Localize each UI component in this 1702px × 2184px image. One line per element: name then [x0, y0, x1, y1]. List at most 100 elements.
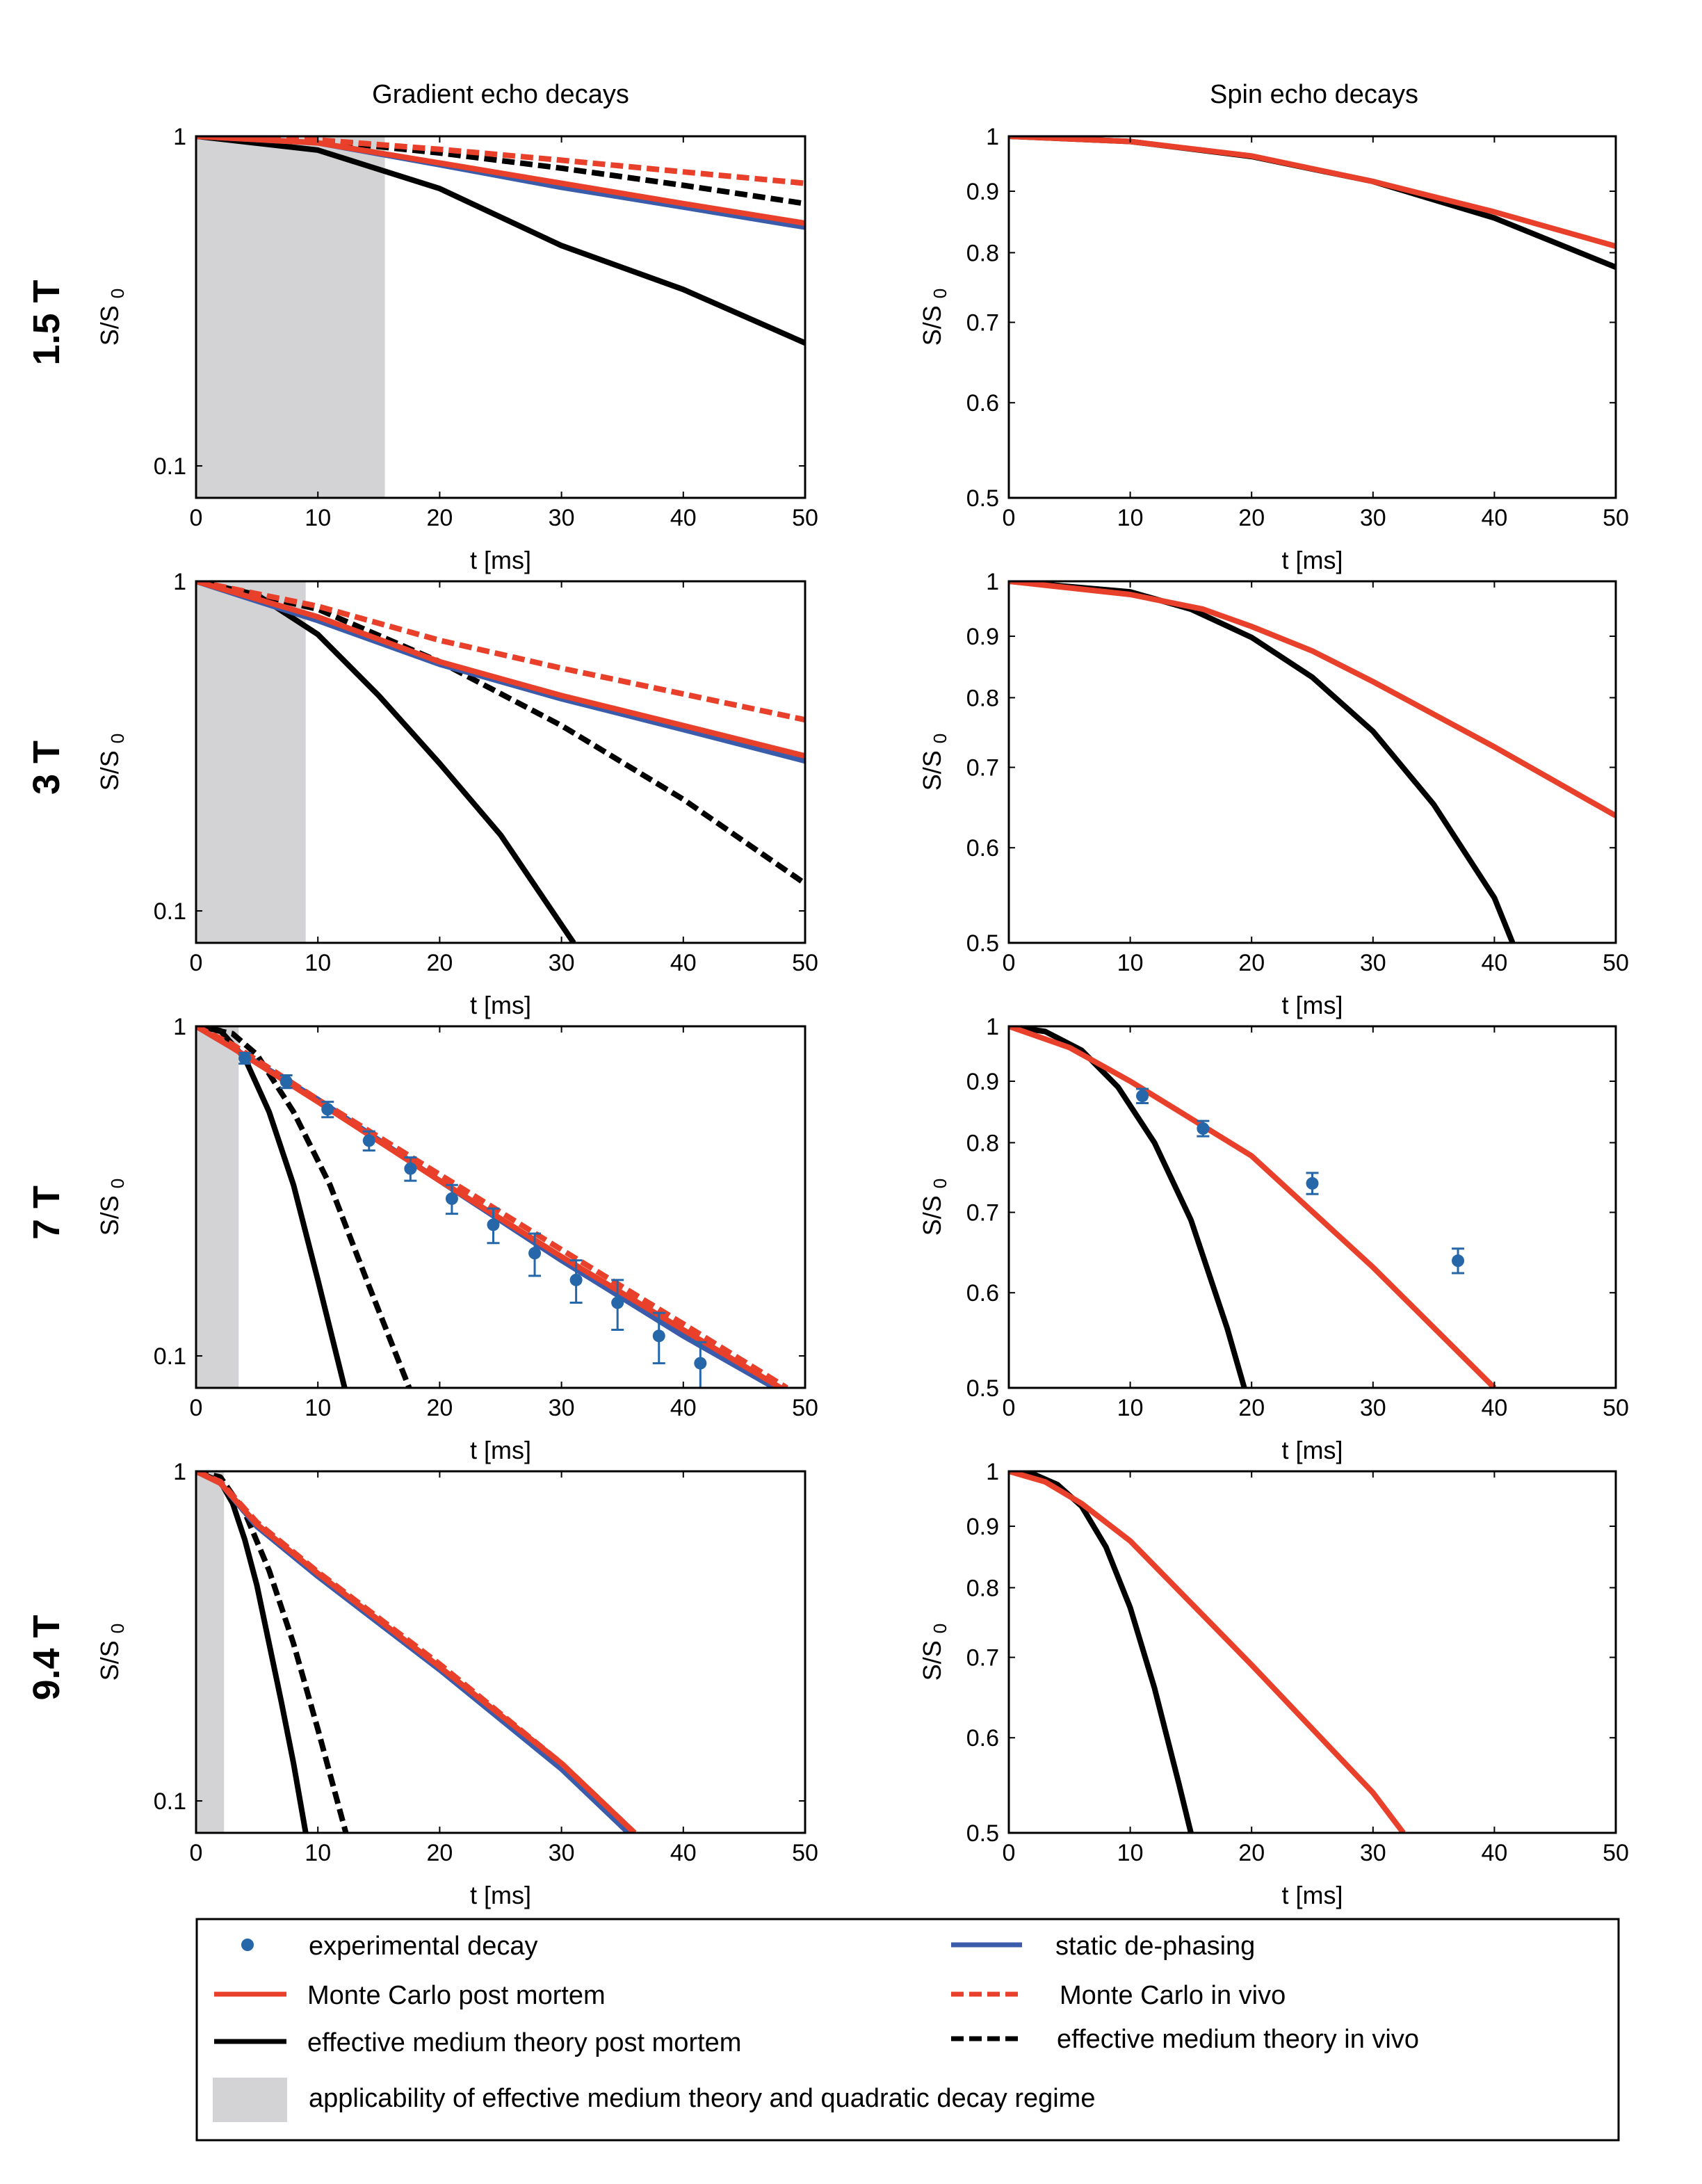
series-effective-medium-theory-post-mortem: [1009, 136, 1616, 270]
x-tick-label: 20: [426, 1395, 453, 1421]
y-tick-label: 0.8: [966, 1575, 999, 1601]
legend-emt-in-vivo-label: effective medium theory in vivo: [1057, 2025, 1419, 2054]
panel-6-frame: [195, 1470, 807, 1834]
x-tick-label: 40: [670, 1395, 697, 1421]
y-tick-label: 0.9: [966, 1514, 999, 1540]
y-tick-label: 0.5: [966, 485, 999, 512]
y-tick-label: 0.7: [966, 310, 999, 337]
row-label-7t: 7 T: [26, 1186, 67, 1240]
x-tick-label: 0: [1003, 1395, 1016, 1421]
y-axis-label: S/S 0: [95, 734, 128, 791]
y-tick-label: 0.9: [966, 1069, 999, 1095]
row-label-9-4t: 9.4 T: [26, 1615, 67, 1700]
panel-7: 0 10 20 30 40 50 1 0.9 0.8 0.7 0.6 0.5 t [ms] S/S 0: [918, 1459, 1629, 1909]
legend-applicability-label: applicability of effective medium theory…: [309, 2084, 1095, 2113]
panel-2-frame: [195, 580, 807, 944]
x-tick-label: 50: [792, 1395, 818, 1421]
x-tick-label: 20: [1238, 1840, 1265, 1866]
series-effective-medium-theory-post-mortem: [196, 136, 805, 346]
experimental-point: [652, 1329, 665, 1343]
series-monte-carlo-post-mortem: [1009, 1026, 1497, 1388]
x-tick-label: 10: [1117, 950, 1144, 976]
x-tick-label: 20: [426, 950, 453, 976]
series-monte-carlo-in-vivo: [196, 136, 805, 186]
x-tick-label: 40: [670, 1840, 697, 1866]
y-axis-label: S/S 0: [918, 1624, 950, 1681]
series-effective-medium-theory-in-vivo: [196, 1471, 349, 1833]
x-tick-label: 40: [1481, 1395, 1507, 1421]
series-monte-carlo-post-mortem: [196, 581, 805, 759]
y-axis-label-subscript: 0: [107, 1179, 128, 1188]
applicability-region: [196, 581, 306, 943]
experimental-point: [238, 1051, 252, 1065]
x-tick-label: 50: [1603, 1395, 1629, 1421]
experimental-point: [279, 1075, 293, 1088]
panel-4-plot-area: [196, 1026, 788, 1388]
x-tick-label: 50: [1603, 1840, 1629, 1866]
x-tick-label: 40: [670, 950, 697, 976]
y-axis-label: S/S 0: [918, 1179, 950, 1236]
experimental-point: [1452, 1254, 1465, 1268]
legend-experimental-label: experimental decay: [309, 1932, 538, 1961]
y-tick-label: 0.9: [966, 179, 999, 205]
y-tick-label: 0.7: [966, 755, 999, 782]
y-axis-label: S/S 0: [95, 1624, 128, 1681]
y-axis-label: S/S 0: [95, 1179, 128, 1236]
x-tick-label: 20: [1238, 950, 1265, 976]
experimental-point: [321, 1103, 334, 1116]
row-label-1-5t: 1.5 T: [26, 280, 67, 365]
column-title-gradient: Gradient echo decays: [372, 80, 629, 109]
y-tick-label: 0.6: [966, 1280, 999, 1307]
x-tick-label: 0: [1003, 1840, 1016, 1866]
y-tick-label: 0.1: [154, 1343, 186, 1370]
x-tick-label: 40: [670, 505, 697, 531]
y-tick-label: 0.7: [966, 1200, 999, 1227]
x-tick-label: 50: [1603, 950, 1629, 976]
x-tick-label: 0: [190, 950, 203, 976]
y-tick-label: 1: [173, 124, 186, 150]
panel-7-plot-area: [1009, 1471, 1406, 1833]
x-tick-label: 0: [190, 1840, 203, 1866]
x-tick-label: 10: [305, 505, 331, 531]
x-tick-label: 10: [1117, 1840, 1144, 1866]
panel-6-plot-area: [196, 1471, 637, 1833]
experimental-point: [569, 1273, 583, 1286]
legend-applicability-swatch: [213, 2078, 287, 2122]
y-tick-label: 0.8: [966, 240, 999, 266]
panel-1-plot-area: [1009, 136, 1616, 270]
y-tick-label: 0.8: [966, 685, 999, 711]
panel-2-plot-area: [196, 581, 805, 943]
series-monte-carlo-post-mortem: [1009, 136, 1616, 249]
experimental-point: [362, 1134, 375, 1147]
experimental-point: [1306, 1176, 1319, 1190]
y-tick-label: 0.7: [966, 1645, 999, 1672]
experimental-point: [694, 1357, 707, 1370]
y-tick-label: 0.1: [154, 453, 186, 480]
x-tick-label: 30: [549, 505, 575, 531]
panel-0: 0 10 20 30 40 50 1 0.1 t [ms] S/S 0: [95, 124, 818, 574]
panel-4: 0 10 20 30 40 50 1 0.1 t [ms] S/S 0: [95, 1014, 818, 1464]
series-monte-carlo-post-mortem: [1009, 581, 1616, 818]
legend-mc-in-vivo-label: Monte Carlo in vivo: [1060, 1981, 1286, 2010]
y-tick-label: 0.6: [966, 390, 999, 416]
y-tick-label: 1: [986, 1459, 999, 1485]
series-effective-medium-theory-post-mortem: [1009, 1471, 1194, 1833]
y-tick-label: 0.1: [154, 1788, 186, 1815]
panel-5-plot-area: [1009, 1026, 1497, 1388]
series-monte-carlo-post-mortem: [196, 1026, 783, 1388]
panel-4-frame: [195, 1025, 807, 1389]
legend-emt-post-mortem-label: effective medium theory post mortem: [307, 2028, 741, 2057]
x-tick-label: 10: [305, 1395, 331, 1421]
y-tick-label: 1: [986, 569, 999, 595]
legend: experimental decay static de-phasing Mon…: [195, 1918, 1620, 2142]
panel-0-frame: [195, 135, 807, 499]
x-tick-label: 0: [190, 505, 203, 531]
legend-box: [195, 1918, 1620, 2142]
y-axis-label: S/S 0: [918, 289, 950, 346]
y-tick-label: 1: [173, 569, 186, 595]
x-tick-label: 30: [1360, 505, 1386, 531]
experimental-point: [611, 1296, 624, 1309]
y-tick-label: 0.6: [966, 1725, 999, 1752]
panel-0-plot-area: [196, 136, 805, 498]
series-effective-medium-theory-in-vivo: [196, 581, 805, 887]
